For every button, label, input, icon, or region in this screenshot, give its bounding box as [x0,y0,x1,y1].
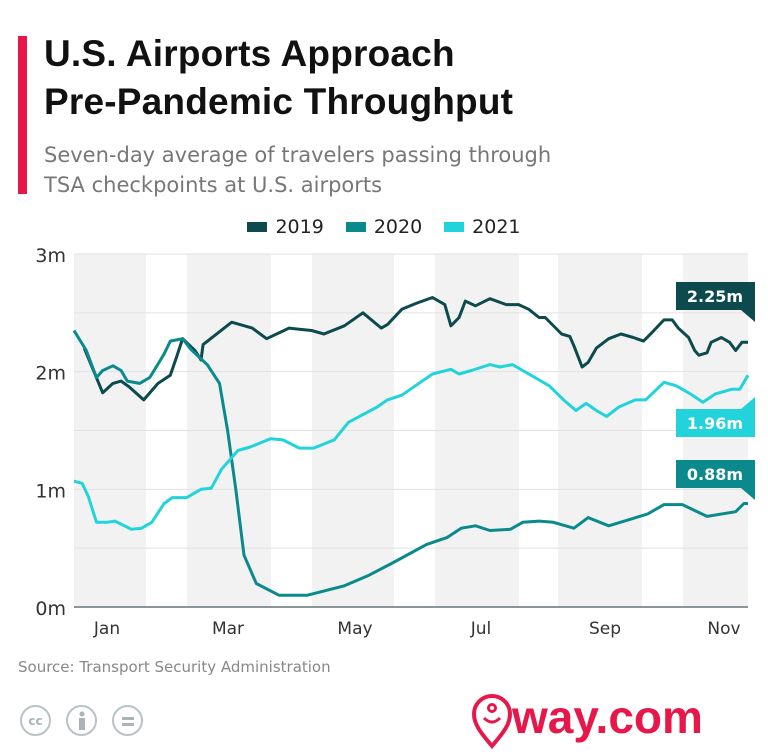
legend-label: 2021 [472,216,521,238]
no-derivatives-icon [112,705,143,736]
legend-label: 2020 [373,216,423,238]
end-label-2021: 1.96m [687,414,743,433]
end-label-pointer [741,397,755,409]
series-line-2021 [73,363,750,531]
x-tick-label: May [337,619,372,639]
cc-icon: cc [20,705,51,736]
equals-glyph [121,716,134,726]
waycom-logo: way.com [470,690,703,750]
end-label-pointer [741,488,755,500]
attribution-icon [66,705,97,736]
subtitle-line-1: Seven-day average of travelers passing t… [44,143,552,167]
end-label-pointer [741,310,755,322]
y-tick-label: 0m [35,598,66,620]
end-label-box-2020 [676,460,755,488]
x-tick-label: Jul [470,619,492,639]
y-tick-label: 2m [35,363,66,385]
legend-swatch [345,222,366,232]
cc-text: cc [28,713,43,728]
legend-item-2019: 2019 [247,216,324,238]
end-label-box-2019 [676,282,755,310]
legend-item-2020: 2020 [345,216,423,238]
end-label-box-2021 [676,409,755,437]
legend-swatch [247,222,268,232]
legend-item-2021: 2021 [444,216,521,238]
end-label-2019: 2.25m [687,287,743,306]
chart-subtitle: Seven-day average of travelers passing t… [44,140,551,200]
y-tick-label: 1m [35,480,66,502]
source-note: Source: Transport Security Administratio… [18,658,331,676]
series-line-2020 [72,329,748,597]
title-accent-bar [18,36,27,194]
legend-label: 2019 [275,216,324,238]
x-tick-label: Mar [212,619,244,639]
title-line-1: U.S. Airports Approach [44,33,455,74]
location-pin-icon [471,694,513,750]
y-tick-label: 3m [35,245,66,267]
x-tick-label: Jan [93,619,120,639]
x-tick-label: Nov [707,619,740,639]
subtitle-line-2: TSA checkpoints at U.S. airports [44,173,383,197]
legend: 2019 2020 2021 [0,216,768,238]
x-tick-label: Sep [589,619,621,639]
legend-swatch [444,222,465,232]
logo-text: way.com [512,691,703,743]
title-line-2: Pre-Pandemic Throughput [44,81,514,122]
chart-title: U.S. Airports Approach Pre-Pandemic Thro… [44,30,513,126]
end-label-2020: 0.88m [687,465,743,484]
person-glyph [78,711,85,730]
